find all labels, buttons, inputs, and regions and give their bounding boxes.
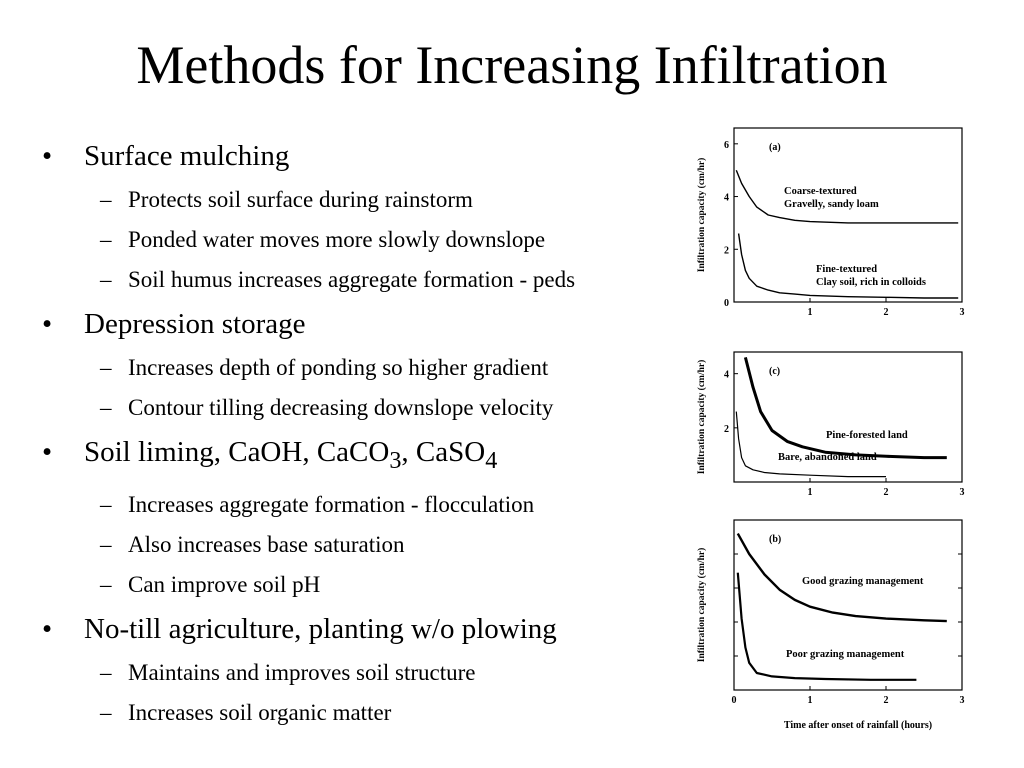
series-line [736, 572, 917, 681]
bullet-surface-mulching: Surface mulching [42, 138, 682, 174]
series-line [736, 533, 947, 623]
x-tick-label: 3 [960, 695, 965, 706]
sub-bullet: Increases soil organic matter [42, 698, 682, 727]
series-label: Gravelly, sandy loam [784, 199, 879, 210]
x-tick-label: 1 [808, 695, 813, 706]
chart-frame [733, 519, 963, 691]
bullet-list: Surface mulching Protects soil surface d… [42, 138, 682, 727]
series-line [735, 169, 959, 224]
y-tick-label: 0 [724, 298, 729, 309]
sub-bullet: Maintains and improves soil structure [42, 658, 682, 687]
x-tick-label: 2 [884, 487, 889, 498]
x-tick-label: 1 [808, 487, 813, 498]
x-tick-label: 2 [884, 307, 889, 318]
series-line [737, 233, 959, 299]
y-tick-label: 2 [724, 424, 729, 435]
chart-frame [733, 127, 963, 303]
sub-bullet: Soil humus increases aggregate formation… [42, 265, 682, 294]
liming-text-1: Soil liming, CaOH, CaCO [84, 436, 390, 468]
sub-bullet: Ponded water moves more slowly downslope [42, 225, 682, 254]
y-axis-label: Infiltration capacity (cm/hr) [696, 158, 707, 273]
series-label: Pine-forested land [826, 430, 908, 441]
panel-label: (b) [769, 534, 781, 545]
y-tick-label: 2 [724, 245, 729, 256]
y-tick-label: 6 [724, 140, 729, 151]
bullet-depression-storage: Depression storage [42, 306, 682, 342]
series-label: Poor grazing management [786, 649, 905, 660]
y-tick-label: 4 [724, 193, 729, 204]
series-line [735, 411, 886, 478]
liming-text-2: , CaSO [401, 436, 486, 468]
x-tick-label: 3 [960, 307, 965, 318]
sub-bullet: Protects soil surface during rainstorm [42, 185, 682, 214]
x-axis-label: Time after onset of rainfall (hours) [784, 720, 932, 731]
x-tick-label: 0 [732, 695, 737, 706]
liming-sub-3: 3 [389, 446, 402, 474]
series-label: Coarse-textured [784, 186, 857, 197]
slide-title: Methods for Increasing Infiltration [136, 35, 888, 95]
sub-bullet: Also increases base saturation [42, 530, 682, 559]
sub-bullet: Increases aggregate formation - floccula… [42, 490, 682, 519]
sub-bullet: Can improve soil pH [42, 570, 682, 599]
liming-sub-4: 4 [485, 446, 498, 474]
infiltration-charts-svg: 1 2 3 0 2 4 6 Infiltration capacity (cm/hr) (a) C… [696, 127, 965, 731]
bullet-soil-liming: Soil liming, CaOH, CaCO3, CaSO4 [42, 434, 682, 479]
panel-label: (a) [769, 142, 781, 153]
chart-frame [733, 351, 963, 483]
y-axis-label: Infiltration capacity (cm/hr) [696, 360, 707, 475]
x-tick-label: 1 [808, 307, 813, 318]
y-tick-label: 4 [724, 370, 729, 381]
series-label: Bare, abandoned land [778, 452, 877, 463]
infiltration-charts: 1 2 3 0 2 4 6 Infiltration capacity (cm/hr) (a) C… [690, 120, 980, 740]
series-label: Clay soil, rich in colloids [816, 277, 926, 288]
series-label: Fine-textured [816, 264, 877, 275]
panel-label: (c) [769, 366, 780, 377]
x-tick-label: 3 [960, 487, 965, 498]
y-axis-label: Infiltration capacity (cm/hr) [696, 548, 707, 663]
series-line [743, 357, 947, 460]
sub-bullet: Contour tilling decreasing downslope vel… [42, 393, 682, 422]
series-label: Good grazing management [802, 576, 924, 587]
x-tick-label: 2 [884, 695, 889, 706]
bullet-no-till: No-till agriculture, planting w/o plowin… [42, 611, 682, 647]
sub-bullet: Increases depth of ponding so higher gra… [42, 353, 682, 382]
